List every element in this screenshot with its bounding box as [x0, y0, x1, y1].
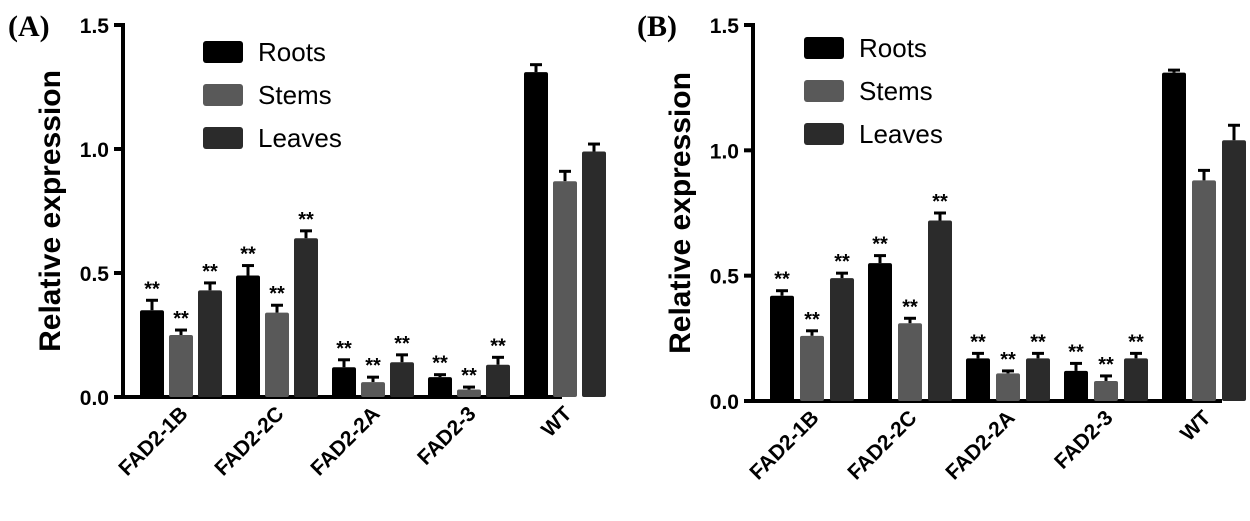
- significance-marker: **: [1098, 354, 1114, 376]
- bar-roots-fad2-3: [1064, 370, 1088, 401]
- bar-roots-fad2-1b: [770, 295, 794, 401]
- y-axis-title: Relative expression: [34, 70, 67, 352]
- bar-leaves-fad2-1b: [830, 278, 854, 401]
- y-tick-label: 0.5: [80, 263, 110, 286]
- chart-panel-a: (A) Relative expression 0.0 0.5 1.0 1.5 ** ** **…: [8, 10, 606, 480]
- y-tick-label: 1.0: [80, 139, 109, 162]
- x-category-label: FAD2-3: [413, 402, 480, 469]
- legend-swatch: [804, 80, 844, 102]
- significance-marker: **: [1030, 331, 1046, 353]
- legend-label: Leaves: [859, 119, 943, 149]
- legend-label: Stems: [258, 80, 332, 110]
- bar-roots-fad2-2c: [868, 263, 892, 401]
- bar-stems-fad2-2a: [996, 373, 1020, 401]
- significance-marker: **: [490, 335, 506, 357]
- significance-marker: **: [298, 209, 314, 231]
- significance-marker: **: [932, 191, 948, 213]
- bar-roots-fad2-2a: [966, 358, 990, 401]
- y-tick-label: 0.0: [80, 387, 109, 410]
- significance-marker: **: [461, 365, 477, 387]
- bar-stems-fad2-1b: [169, 335, 193, 397]
- bar-leaves-fad2-1b: [198, 290, 222, 397]
- x-category-label: FAD2-1B: [745, 406, 823, 484]
- bar-leaves-fad2-2a: [390, 362, 414, 397]
- bar-stems-wt: [1192, 180, 1216, 401]
- x-category-label: FAD2-2A: [941, 406, 1019, 484]
- legend-label: Stems: [859, 76, 933, 106]
- significance-marker: **: [144, 278, 160, 300]
- y-tick-label: 1.5: [80, 15, 110, 38]
- significance-marker: **: [872, 234, 888, 256]
- y-axis-title: Relative expression: [664, 72, 697, 354]
- x-category-label: FAD2-2C: [843, 406, 921, 484]
- significance-marker: **: [804, 309, 820, 331]
- significance-marker: **: [774, 269, 790, 291]
- bar-leaves-fad2-2c: [928, 220, 952, 401]
- y-tick-label: 0.5: [710, 266, 740, 289]
- bar-leaves-fad2-2c: [294, 238, 318, 397]
- x-category-label: FAD2-1B: [114, 402, 192, 480]
- significance-marker: **: [240, 244, 256, 266]
- significance-marker: **: [269, 283, 285, 305]
- significance-marker: **: [202, 261, 218, 283]
- significance-marker: **: [1000, 349, 1016, 371]
- significance-marker: **: [834, 251, 850, 273]
- y-tick-label: 1.5: [710, 15, 740, 38]
- x-category-label: WT: [537, 402, 576, 441]
- bar-leaves-fad2-2a: [1026, 358, 1050, 401]
- significance-marker: **: [365, 355, 381, 377]
- significance-marker: **: [902, 296, 918, 318]
- bar-leaves-wt: [1222, 140, 1246, 401]
- bar-stems-fad2-1b: [800, 335, 824, 401]
- significance-marker: **: [173, 308, 189, 330]
- significance-marker: **: [394, 333, 410, 355]
- x-category-label: WT: [1176, 406, 1215, 445]
- bar-roots-fad2-2c: [236, 275, 260, 397]
- bar-stems-wt: [553, 181, 577, 397]
- legend-swatch: [804, 37, 844, 59]
- significance-marker: **: [432, 353, 448, 375]
- bar-roots-fad2-2a: [332, 367, 356, 397]
- x-category-label: FAD2-2A: [306, 402, 384, 480]
- legend-label: Leaves: [258, 123, 342, 153]
- x-category-label: FAD2-3: [1050, 406, 1117, 473]
- bar-roots-fad2-1b: [140, 310, 164, 397]
- legend-swatch: [203, 84, 243, 106]
- significance-marker: **: [336, 338, 352, 360]
- legend-swatch: [203, 127, 243, 149]
- bar-stems-fad2-3: [457, 389, 481, 397]
- panel-label: (A): [8, 10, 50, 43]
- bar-leaves-fad2-3: [486, 364, 510, 397]
- bar-stems-fad2-2c: [898, 323, 922, 401]
- x-category-label: FAD2-2C: [210, 402, 288, 480]
- chart-panel-b: (B) Relative expression 0.0 0.5 1.0 1.5 ** ** **…: [637, 10, 1246, 484]
- y-tick-label: 0.0: [710, 391, 739, 414]
- legend-label: Roots: [859, 33, 927, 63]
- significance-marker: **: [970, 331, 986, 353]
- y-tick-label: 1.0: [710, 140, 739, 163]
- legend-swatch: [804, 123, 844, 145]
- legend-swatch: [203, 41, 243, 63]
- bar-stems-fad2-2c: [265, 312, 289, 397]
- significance-marker: **: [1068, 341, 1084, 363]
- bar-roots-wt: [1162, 72, 1186, 402]
- bar-roots-wt: [524, 72, 548, 398]
- bar-leaves-wt: [582, 151, 606, 397]
- bar-roots-fad2-3: [428, 377, 452, 397]
- legend-label: Roots: [258, 37, 326, 67]
- bar-leaves-fad2-3: [1124, 358, 1148, 401]
- bar-stems-fad2-2a: [361, 382, 385, 397]
- bar-stems-fad2-3: [1094, 380, 1118, 401]
- significance-marker: **: [1128, 331, 1144, 353]
- panel-label: (B): [637, 10, 677, 43]
